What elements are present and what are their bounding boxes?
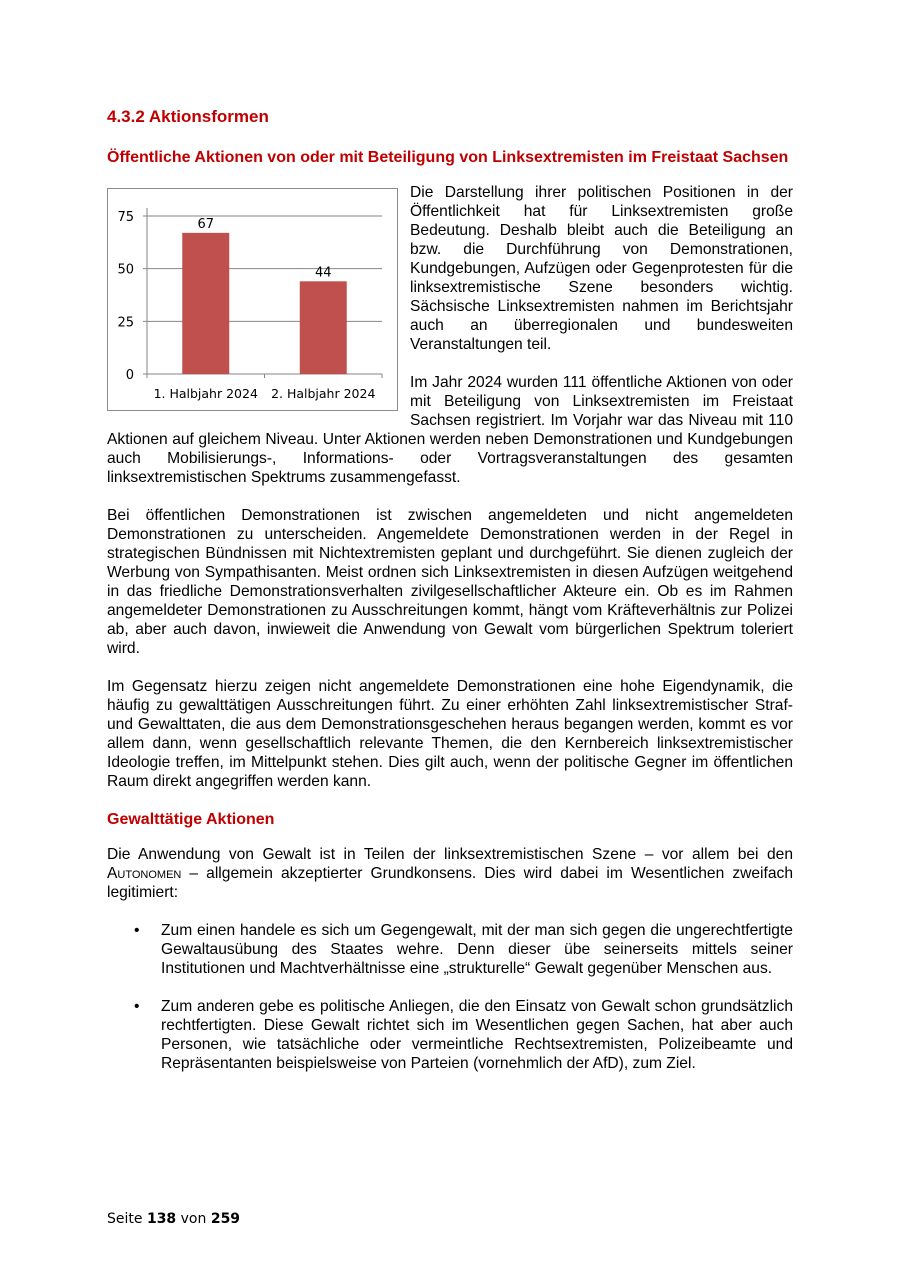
section-title: 4.3.2 Aktionsformen [107,107,269,126]
bullet-list: • Zum einen handele es sich um Gegengewal… [107,921,793,1073]
text: – allgemein akzeptierter Grundkonsens. D… [107,865,793,901]
footer-text: von [180,1211,207,1227]
paragraph: Im Jahr 2024 wurden 111 öffentliche Akti… [107,374,793,486]
x-tick-label: 2. Halbjahr 2024 [271,386,375,401]
list-item: • Zum einen handele es sich um Gegengewal… [107,921,793,978]
page-footer: Seite 138 von 259 [107,1211,240,1227]
bar [182,232,230,374]
bar-chart: 0 25 50 75 67 1. Halbjahr 2024 44 2. Halbjahr 2… [107,188,398,411]
violence-heading: Gewalttätige Aktionen [107,811,275,828]
footer-text: Seite [107,1211,143,1227]
y-tick-label: 50 [117,263,134,278]
page-number: 138 [146,1211,177,1227]
chart-svg: 0 25 50 75 67 1. Halbjahr 2024 44 2. Halbjahr 2… [117,208,383,401]
paragraph: Die Darstellung ihrer politischen Positi… [410,184,793,353]
data-label: 67 [197,217,214,232]
bar [299,281,347,374]
paragraph: Bei öffentlichen Demonstrationen ist zwi… [107,507,793,657]
data-label: 44 [315,265,332,280]
list-item-text: Zum anderen gebe es politische Anliegen,… [161,998,793,1072]
y-tick-label: 0 [126,368,134,383]
y-tick-label: 25 [117,315,134,330]
chart-subtitle: Öffentliche Aktionen von oder mit Beteil… [107,149,789,166]
page-content: 4.3.2 Aktionsformen Öffentliche Aktionen… [107,105,793,1092]
text: Die Anwendung von Gewalt ist in Teilen d… [107,846,793,863]
page-total: 259 [210,1211,241,1227]
x-tick-label: 1. Halbjahr 2024 [154,386,258,401]
list-item: • Zum anderen gebe es politische Anliegen… [107,997,793,1073]
bullet-icon: • [134,922,140,939]
paragraph: Die Anwendung von Gewalt ist in Teilen d… [107,845,793,902]
paragraph: Im Gegensatz hierzu zeigen nicht angemel… [107,678,793,790]
bullet-icon: • [134,998,140,1015]
y-tick-label: 75 [117,210,134,225]
term-autonomen: Autonomen [107,865,182,882]
list-item-text: Zum einen handele es sich um Gegengewalt… [161,922,793,977]
